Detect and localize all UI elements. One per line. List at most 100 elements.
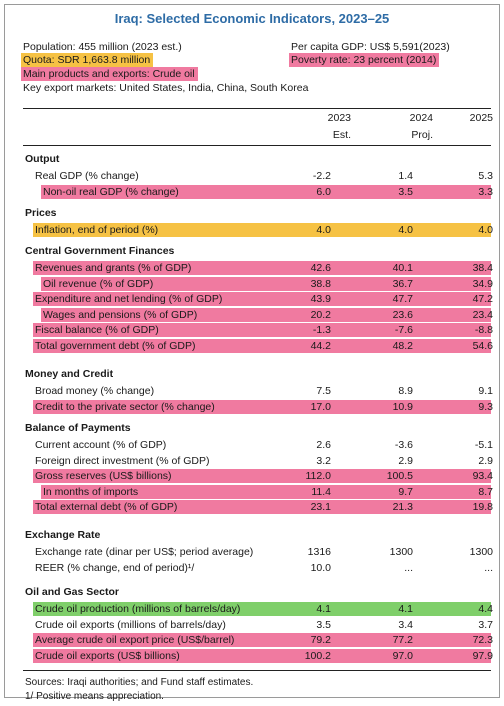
row-value-2025: -5.1 [474,439,493,451]
row-value-2023: 23.1 [310,501,331,514]
row-label: Total government debt (% of GDP) [35,339,196,352]
row-value-2025: 9.3 [478,400,493,413]
section-title: Money and Credit [25,368,114,380]
row-label: Gross reserves (US$ billions) [35,470,172,483]
row-value-2024: 97.0 [392,649,413,662]
section-title: Central Government Finances [25,245,175,257]
row-value-2023: 11.4 [311,485,331,498]
table-row: Average crude oil export price (US$/barr… [23,633,493,648]
row-value-2024: 3.5 [398,185,413,198]
table-header-rule [23,145,491,146]
column-year-2023: 2023 [327,112,351,124]
row-label: Expenditure and net lending (% of GDP) [35,293,223,306]
row-value-2025: 3.7 [478,618,493,631]
row-highlight [33,469,491,484]
row-value-2023: 1316 [307,546,331,558]
row-highlight [33,338,491,353]
row-value-2023: 44.2 [310,339,331,352]
row-value-2024: 100.5 [386,470,413,483]
row-value-2025: 19.8 [472,501,493,514]
row-value-2024: -7.6 [394,324,413,337]
section-title: Prices [25,207,57,219]
row-value-2023: 20.2 [310,308,331,321]
row-value-2023: -1.3 [312,324,331,337]
table-row: Inflation, end of period (%) 4.0 4.0 4.0 [23,223,493,237]
column-year-2025: 2025 [469,112,493,124]
row-value-2023: -2.2 [312,170,331,182]
row-value-2024: 4.1 [398,603,413,615]
row-highlight [33,223,491,237]
table-top-rule [23,108,491,109]
row-value-2025: 72.3 [472,634,493,647]
table-bottom-rule [23,670,491,671]
section-title: Balance of Payments [25,422,131,434]
table-row: Fiscal balance (% of GDP) -1.3 -7.6 -8.8 [23,323,493,338]
row-label: Current account (% of GDP) [35,439,167,451]
table-row: REER (% change, end of period)¹/10.0....… [23,561,493,575]
gdp-per-capita-info: Per capita GDP: US$ 5,591(2023) [291,41,450,53]
row-highlight [41,307,491,322]
row-value-2023: 43.9 [310,293,331,306]
row-value-2025: 4.0 [478,224,493,236]
row-highlight [33,323,491,338]
row-value-2025: 54.6 [472,339,493,352]
population-info: Population: 455 million (2023 est.) [23,41,182,53]
row-value-2024: 47.7 [392,293,413,306]
row-value-2024: 1.4 [398,170,413,182]
section-title: Output [25,153,60,165]
row-label: Exchange rate (dinar per US$; period ave… [35,546,254,558]
row-value-2024: 1300 [389,546,413,558]
table-row: In months of imports 11.4 9.7 8.7 [23,484,493,499]
table-title: Iraq: Selected Economic Indicators, 2023… [114,11,390,26]
sources-note: Sources: Iraqi authorities; and Fund sta… [25,677,254,688]
table-row: Crude oil exports (millions of barrels/d… [23,618,493,632]
row-label: Oil revenue (% of GDP) [43,277,154,290]
row-label: Inflation, end of period (%) [35,224,159,236]
section-title: Exchange Rate [25,529,101,541]
row-label: Average crude oil export price (US$/barr… [35,634,235,647]
row-value-2023: 4.0 [316,224,331,236]
row-value-2024: -3.6 [394,439,413,451]
row-value-2024: 21.3 [392,501,413,514]
row-value-2025: 47.2 [472,293,493,306]
table-row: Exchange rate (dinar per US$; period ave… [23,545,493,559]
row-value-2024: 23.6 [392,308,413,321]
row-label: Real GDP (% change) [35,170,139,182]
row-value-2024: 4.0 [398,224,413,236]
row-highlight [33,399,491,414]
table-row: Credit to the private sector (% change) 1… [23,399,493,414]
row-label: In months of imports [43,485,139,498]
row-label: Wages and pensions (% of GDP) [43,308,198,321]
indicator-table-page: Iraq: Selected Economic Indicators, 2023… [4,4,500,702]
row-value-2024: ... [404,561,413,574]
table-row: Expenditure and net lending (% of GDP) 43… [23,292,493,307]
table-row: Gross reserves (US$ billions) 112.0 100.5 9… [23,469,493,484]
row-value-2025: 8.7 [478,485,493,498]
table-row: Foreign direct investment (% of GDP) 3.2 2… [23,454,493,468]
row-highlight [33,500,491,515]
row-value-2023: 4.1 [316,603,331,615]
markets-info: Key export markets: United States, India… [23,82,309,94]
row-value-2023: 6.0 [316,185,331,198]
row-value-2025: ... [484,561,493,574]
row-value-2025: 2.9 [478,454,493,467]
row-value-2025: 23.4 [472,308,493,321]
table-row: Revenues and grants (% of GDP) 42.6 40.1 38… [23,261,493,275]
row-value-2025: 93.4 [472,470,493,483]
row-highlight [41,484,491,499]
row-value-2025: 3.3 [478,185,493,198]
row-label: Crude oil exports (millions of barrels/d… [35,618,226,631]
table-row: Crude oil exports (US$ billions) 100.2 97.… [23,648,493,663]
row-value-2025: 34.9 [472,277,493,290]
row-value-2023: 42.6 [310,262,331,274]
section-title: Oil and Gas Sector [25,586,119,598]
table-row: Broad money (% change) 7.5 8.9 9.1 [23,384,493,398]
row-highlight [33,292,491,307]
row-value-2023: 100.2 [304,649,331,662]
row-label: Crude oil production (millions of barrel… [35,603,241,615]
row-value-2024: 2.9 [398,454,413,467]
products-info: Main products and exports: Crude oil [21,67,198,81]
table-row: Total external debt (% of GDP) 23.1 21.3 19… [23,500,493,515]
row-value-2023: 17.0 [310,400,331,413]
row-value-2024: 48.2 [392,339,413,352]
